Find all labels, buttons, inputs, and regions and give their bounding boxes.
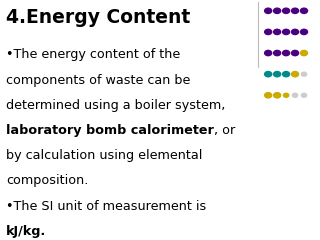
Circle shape bbox=[274, 72, 281, 77]
Text: •The SI unit of measurement is: •The SI unit of measurement is bbox=[6, 200, 206, 213]
Circle shape bbox=[265, 72, 272, 77]
Circle shape bbox=[265, 8, 272, 13]
Circle shape bbox=[283, 72, 290, 77]
Circle shape bbox=[274, 8, 281, 13]
Circle shape bbox=[283, 8, 290, 13]
Circle shape bbox=[300, 29, 308, 35]
Circle shape bbox=[301, 93, 307, 97]
Circle shape bbox=[292, 93, 298, 97]
Text: , or: , or bbox=[214, 124, 235, 137]
Text: composition.: composition. bbox=[6, 174, 88, 187]
Text: •The energy content of the: •The energy content of the bbox=[6, 48, 180, 61]
Circle shape bbox=[283, 29, 290, 35]
Circle shape bbox=[300, 8, 308, 13]
Circle shape bbox=[265, 93, 272, 98]
Circle shape bbox=[265, 50, 272, 56]
Circle shape bbox=[284, 93, 289, 97]
Circle shape bbox=[274, 50, 281, 56]
Circle shape bbox=[274, 93, 281, 98]
Text: components of waste can be: components of waste can be bbox=[6, 74, 190, 87]
Text: by calculation using elemental: by calculation using elemental bbox=[6, 149, 202, 162]
Circle shape bbox=[274, 29, 281, 35]
Text: 4.Energy Content: 4.Energy Content bbox=[6, 8, 190, 27]
Circle shape bbox=[300, 50, 308, 56]
Circle shape bbox=[301, 72, 307, 76]
Circle shape bbox=[292, 72, 299, 77]
Circle shape bbox=[292, 8, 299, 13]
Circle shape bbox=[265, 29, 272, 35]
Text: determined using a boiler system,: determined using a boiler system, bbox=[6, 99, 225, 112]
Circle shape bbox=[292, 50, 299, 56]
Circle shape bbox=[292, 29, 299, 35]
Text: kJ/kg.: kJ/kg. bbox=[6, 225, 46, 238]
Text: laboratory bomb calorimeter: laboratory bomb calorimeter bbox=[6, 124, 214, 137]
Circle shape bbox=[283, 50, 290, 56]
